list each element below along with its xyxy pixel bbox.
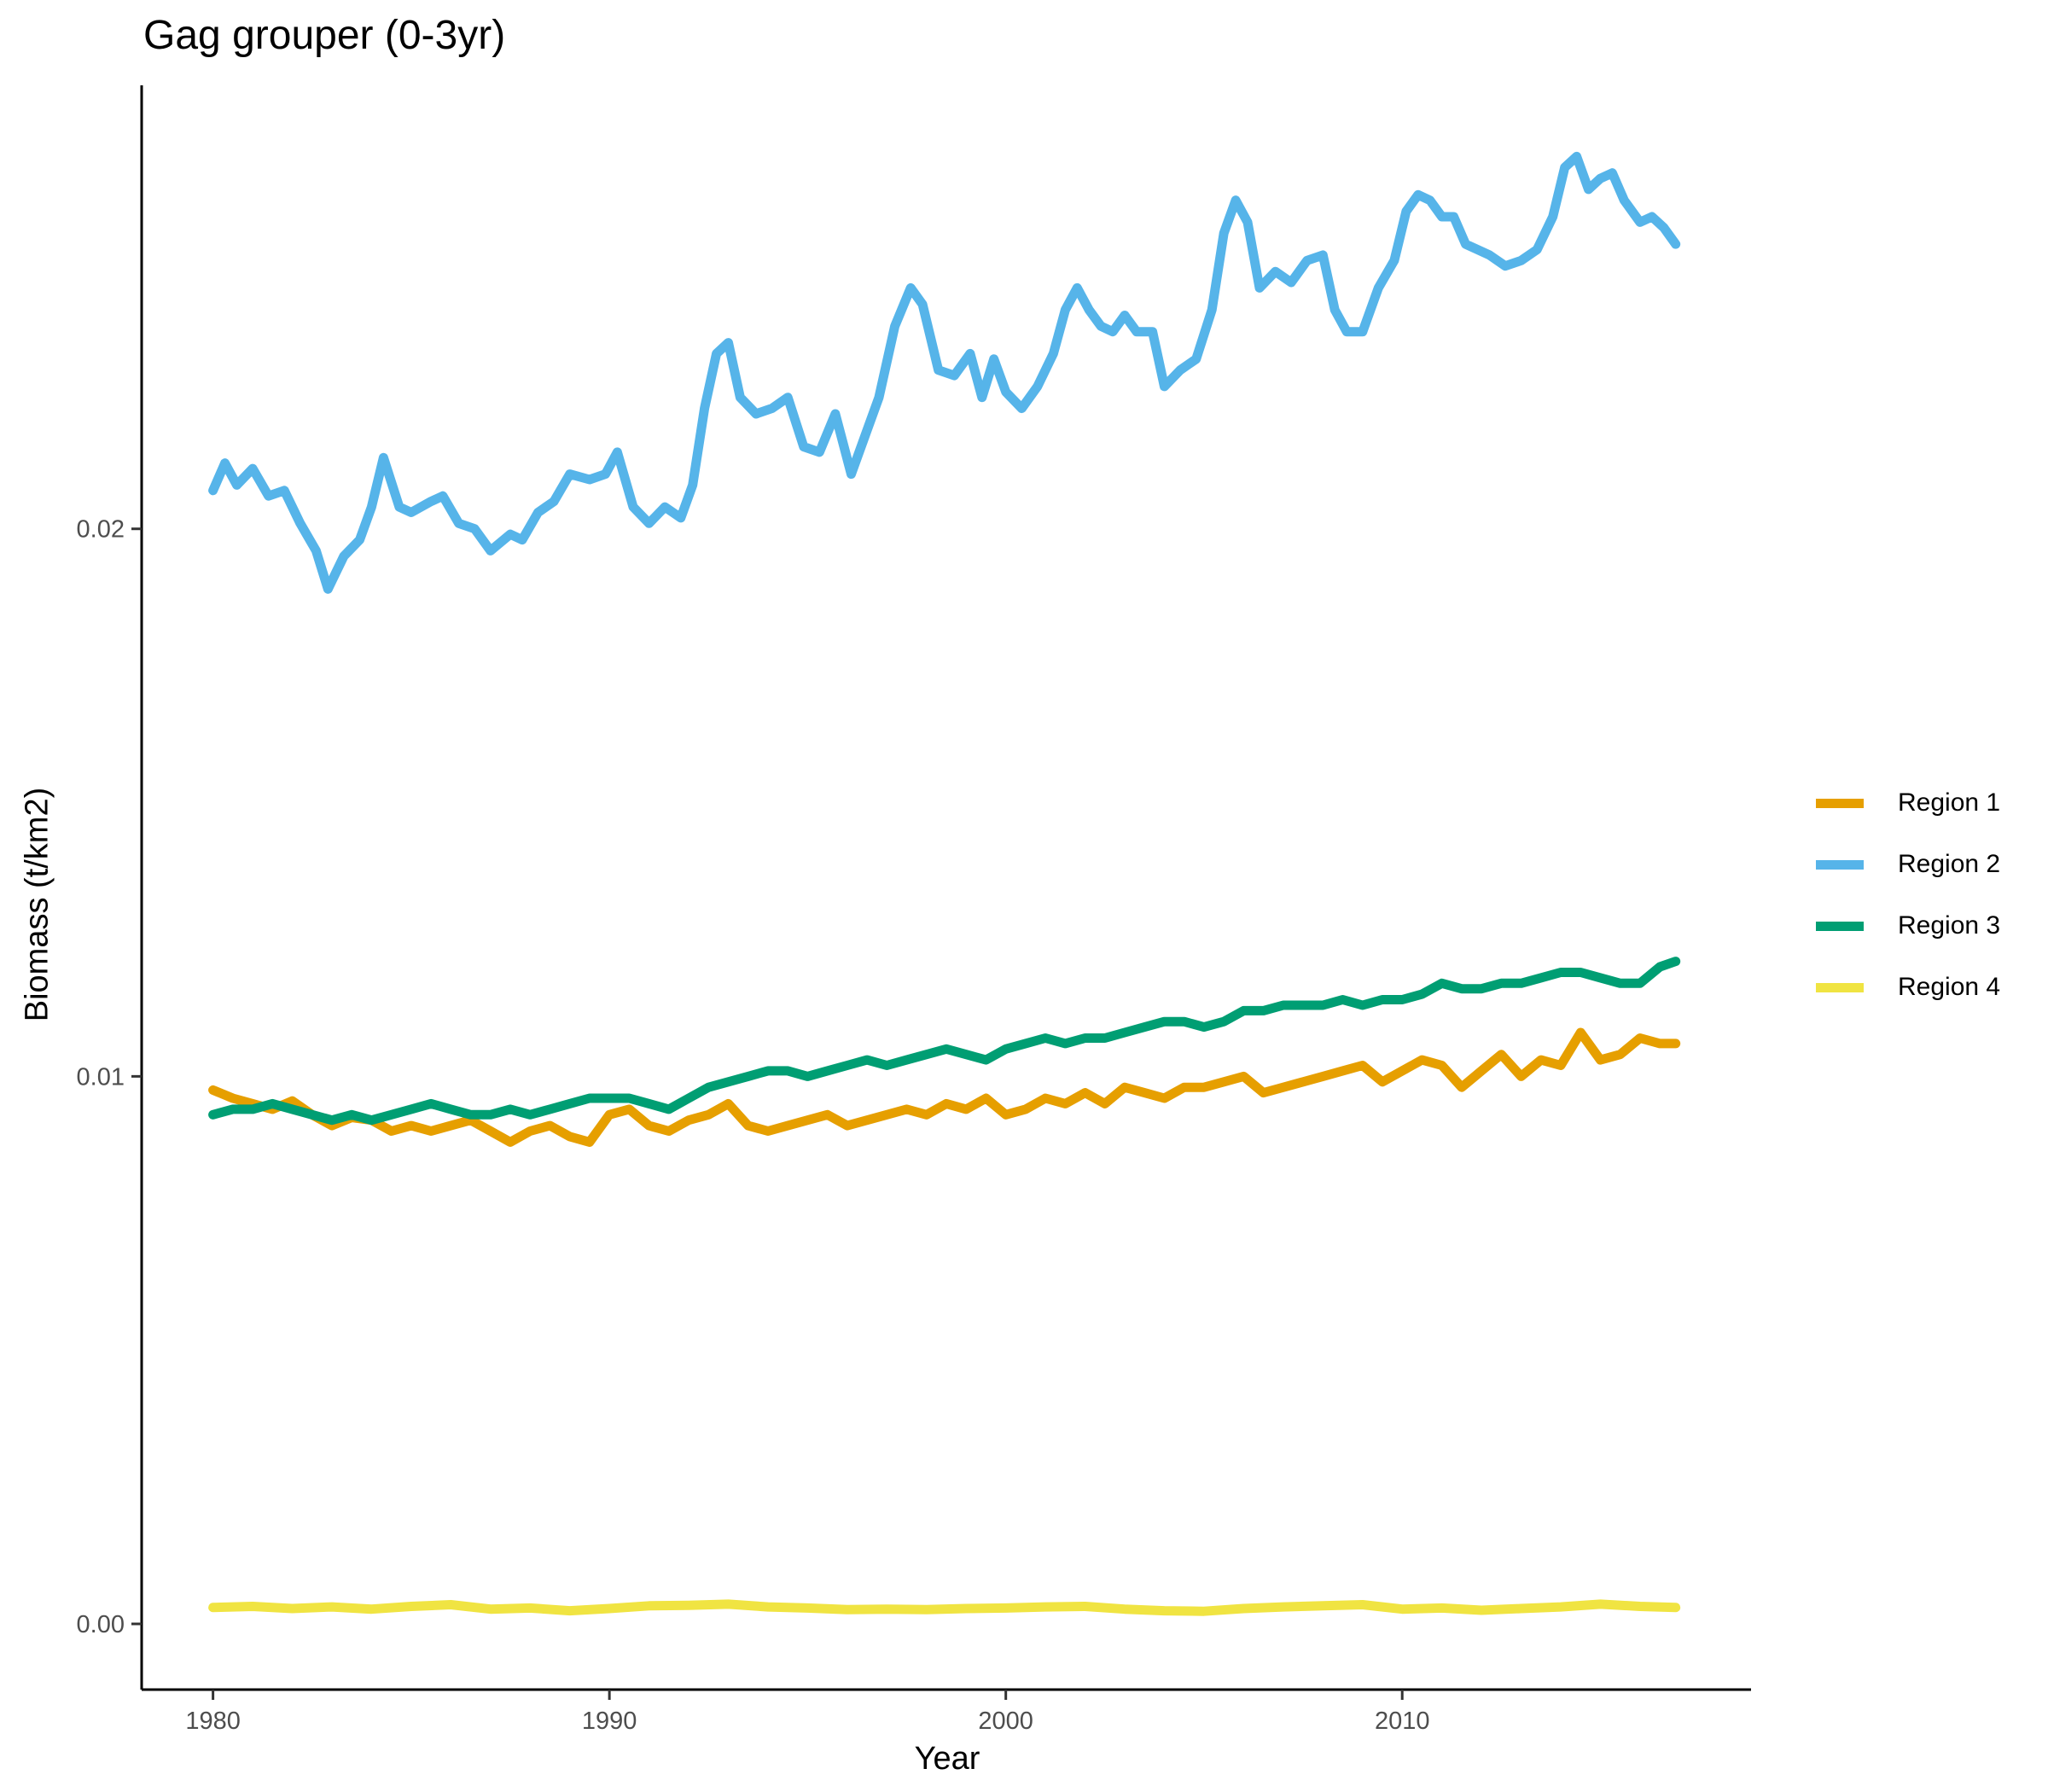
- series-line-region-2: [208, 151, 1681, 594]
- legend-label-region-2: Region 2: [1898, 850, 2001, 878]
- y-axis-title: Biomass (t/km2): [19, 787, 55, 1022]
- x-tick-label-1990: 1990: [582, 1708, 637, 1735]
- legend-swatch-region-2: [1816, 859, 1864, 870]
- legend-item-region-3: Region 3: [1816, 895, 2000, 957]
- legend-label-region-3: Region 3: [1898, 911, 2001, 940]
- chart-title: Gag grouper (0-3yr): [143, 13, 506, 58]
- legend: Region 1 Region 2 Region 3 Region 4: [1816, 772, 2000, 1018]
- legend-swatch-region-4: [1816, 982, 1864, 992]
- y-tick-label-1: 0.01: [77, 1063, 125, 1091]
- y-tick-label-0: 0.00: [77, 1611, 125, 1638]
- legend-swatch-region-3: [1816, 921, 1864, 931]
- legend-swatch-region-1: [1816, 798, 1864, 808]
- legend-item-region-1: Region 1: [1816, 772, 2000, 834]
- legend-item-region-4: Region 4: [1816, 957, 2000, 1018]
- x-tick-label-1980: 1980: [185, 1708, 241, 1735]
- y-tick-label-2: 0.02: [77, 516, 125, 544]
- x-tick-label-2010: 2010: [1375, 1708, 1430, 1735]
- legend-label-region-4: Region 4: [1898, 973, 2001, 1001]
- legend-label-region-1: Region 1: [1898, 788, 2001, 817]
- series-line-region-4: [208, 1599, 1681, 1616]
- legend-item-region-2: Region 2: [1816, 834, 2000, 895]
- series-line-region-1: [208, 1027, 1681, 1147]
- series-layer: [208, 151, 1681, 1616]
- axis-layer: 1980 1990 2000 2010 0.00 0.01 0.02: [77, 85, 1751, 1735]
- series-line-region-3: [208, 957, 1681, 1126]
- x-tick-label-2000: 2000: [978, 1708, 1033, 1735]
- x-axis-title: Year: [914, 1741, 980, 1777]
